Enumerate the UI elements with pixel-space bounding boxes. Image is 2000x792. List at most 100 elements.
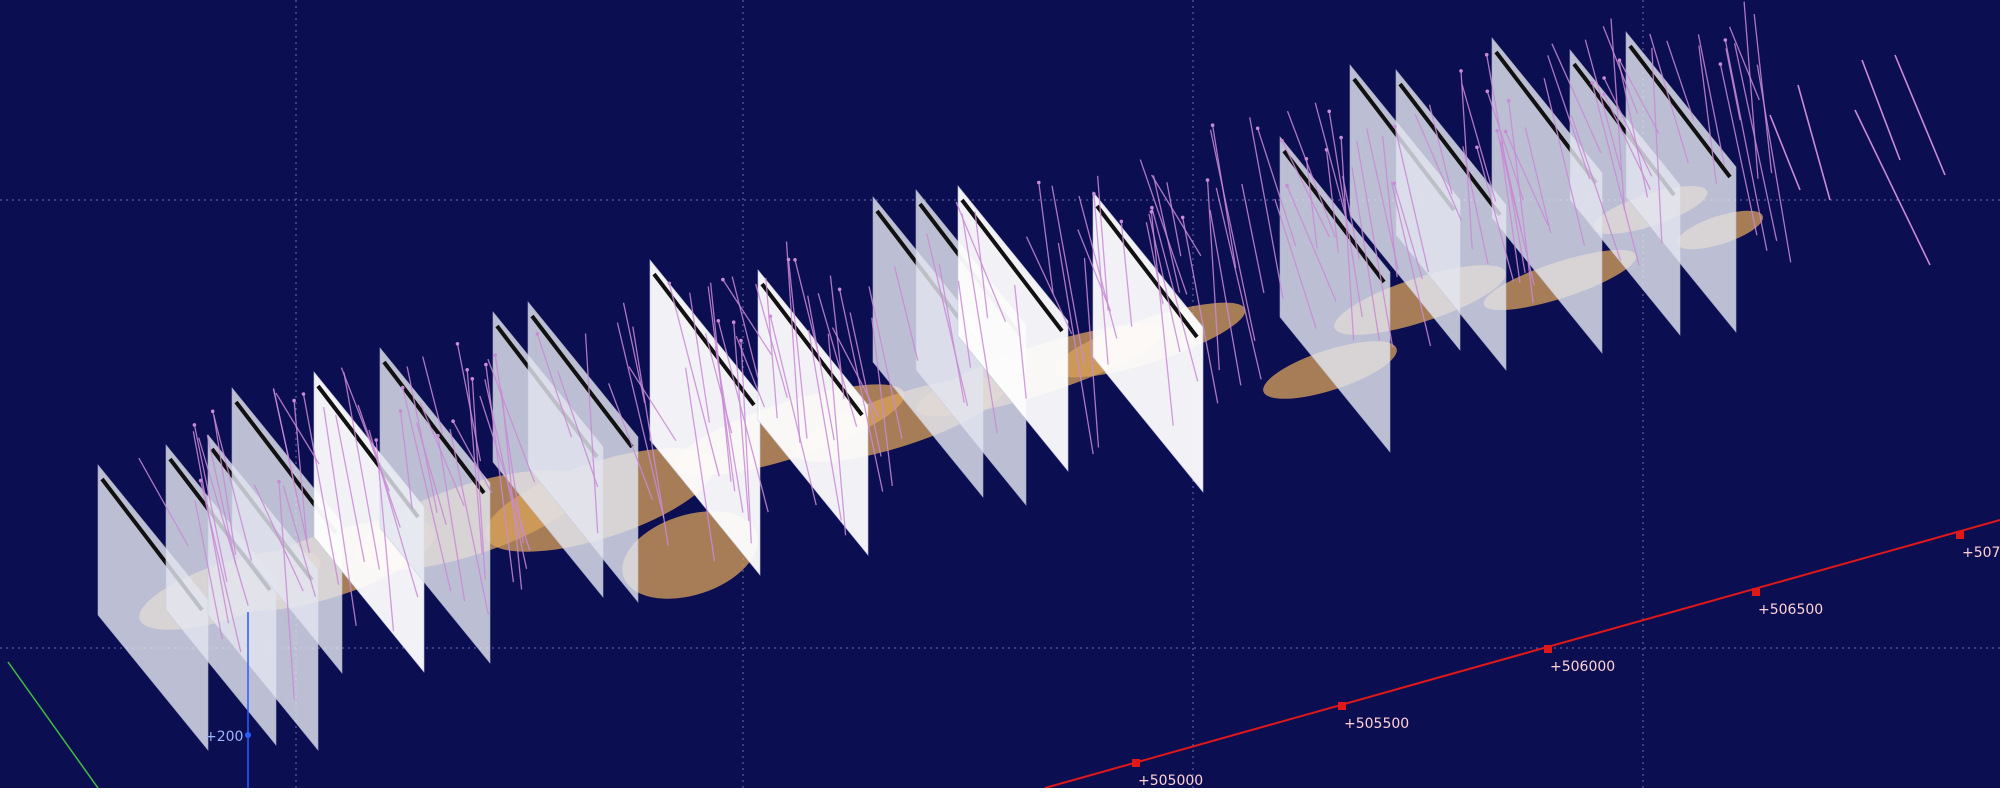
drillhole-trace	[1120, 221, 1133, 327]
drillhole-trace	[1861, 59, 1901, 161]
drillhole-trace	[282, 485, 317, 597]
drillhole-trace	[1551, 43, 1602, 154]
drillhole-trace	[1728, 26, 1760, 101]
drillhole-trace	[807, 295, 835, 441]
drillhole-trace	[632, 326, 669, 546]
drillhole-collar	[1602, 76, 1606, 80]
drillhole-collar	[1150, 205, 1154, 210]
drillhole-trace	[1769, 114, 1801, 191]
drillhole-collar	[535, 332, 540, 336]
drillhole-collar	[1327, 109, 1331, 114]
drillhole-trace	[1151, 174, 1202, 257]
drillhole-trace	[1274, 198, 1317, 329]
drillhole-trace	[1591, 82, 1640, 266]
drillhole-trace	[1725, 48, 1741, 121]
drillhole-trace	[1249, 117, 1284, 300]
easting-axis-label: +506000	[1550, 659, 1615, 675]
drillhole-trace	[1524, 127, 1552, 234]
drillhole-collar	[1205, 178, 1210, 182]
drillhole-trace	[1152, 175, 1181, 293]
drillhole-trace	[1148, 213, 1181, 353]
drillhole-trace	[740, 340, 752, 544]
drillhole-trace	[1083, 257, 1100, 448]
drillhole-trace	[1340, 137, 1355, 341]
drillhole-trace	[1209, 209, 1242, 386]
easting-axis-tick	[1544, 645, 1552, 653]
drillhole-trace	[1057, 242, 1094, 455]
easting-axis-tick	[1752, 588, 1760, 596]
easting-axis-tick	[1132, 759, 1140, 767]
drillhole-trace	[1038, 182, 1054, 294]
drillhole-trace	[198, 437, 249, 606]
easting-axis-tick	[1956, 531, 1964, 539]
drillhole-collar	[292, 398, 296, 403]
drillhole-collar	[1339, 135, 1343, 140]
drillhole-trace	[1394, 126, 1430, 273]
section-trace-line	[382, 360, 486, 495]
drillhole-trace	[557, 370, 599, 488]
drillhole-trace	[1894, 54, 1946, 176]
drillhole-trace	[192, 431, 230, 624]
drillhole-trace	[808, 329, 842, 521]
drillhole-trace	[961, 213, 998, 434]
drillhole-collar	[493, 353, 498, 358]
drillhole-collar	[1475, 145, 1479, 150]
drillhole-collar	[667, 281, 672, 286]
drillhole-collar	[1180, 215, 1185, 220]
drillhole-trace	[484, 379, 528, 569]
drillhole-trace	[437, 435, 466, 602]
drillhole-trace	[1182, 217, 1219, 404]
section-plane	[527, 301, 639, 603]
drillhole-trace	[733, 322, 750, 521]
section-plane	[649, 259, 761, 576]
drillhole-trace	[1743, 1, 1759, 179]
drillhole-trace	[849, 312, 882, 457]
drillhole-trace	[1584, 39, 1622, 171]
drillhole-trace	[938, 263, 965, 403]
drillhole-trace	[1078, 195, 1118, 339]
drillhole-trace	[1025, 236, 1073, 335]
section-trace-line	[652, 272, 756, 407]
drillhole-trace	[684, 367, 716, 562]
drillhole-trace	[138, 457, 189, 547]
drillhole-trace	[1356, 140, 1394, 348]
drillhole-trace	[272, 388, 300, 507]
drillhole-trace	[868, 286, 903, 439]
drillhole-trace	[622, 302, 646, 404]
drillhole-collar	[721, 277, 725, 282]
drillhole-collar	[470, 377, 475, 381]
drillhole-trace	[422, 356, 444, 434]
drillhole-trace	[1150, 211, 1174, 426]
drillhole-trace	[1145, 222, 1164, 305]
drillhole-collar	[731, 320, 736, 325]
drillhole-trace	[616, 322, 665, 519]
drillhole-trace	[755, 283, 788, 398]
drillhole-trace	[785, 241, 801, 443]
drillhole-collar	[374, 438, 379, 442]
easting-axis-label: +505000	[1138, 773, 1203, 788]
drillhole-trace	[1014, 284, 1027, 399]
drillhole-trace	[731, 276, 759, 379]
drillhole-trace	[1547, 55, 1591, 180]
drillhole-trace	[1651, 47, 1663, 244]
drillhole-collar	[739, 338, 743, 343]
drillhole-collar	[484, 362, 488, 367]
drillhole-collar	[277, 479, 281, 484]
drillhole-trace	[1286, 110, 1336, 238]
drillhole-collar	[301, 392, 306, 396]
drillhole-trace	[735, 336, 766, 408]
easting-axis-ticks: +505000 +505500 +506000 +506500 +507	[1132, 531, 2000, 789]
drillhole-trace	[831, 327, 880, 418]
drillhole-trace	[1428, 104, 1453, 195]
drillhole-trace	[1305, 158, 1318, 249]
drillhole-trace	[1698, 45, 1718, 185]
drillhole-collar	[398, 409, 403, 413]
section-trace-line	[960, 198, 1064, 333]
drillhole-trace	[253, 484, 304, 592]
drillhole-trace	[1151, 207, 1199, 382]
vertical-axis-label: +200	[205, 729, 243, 745]
drillhole-trace	[722, 279, 772, 355]
drillhole-trace	[1543, 77, 1586, 246]
